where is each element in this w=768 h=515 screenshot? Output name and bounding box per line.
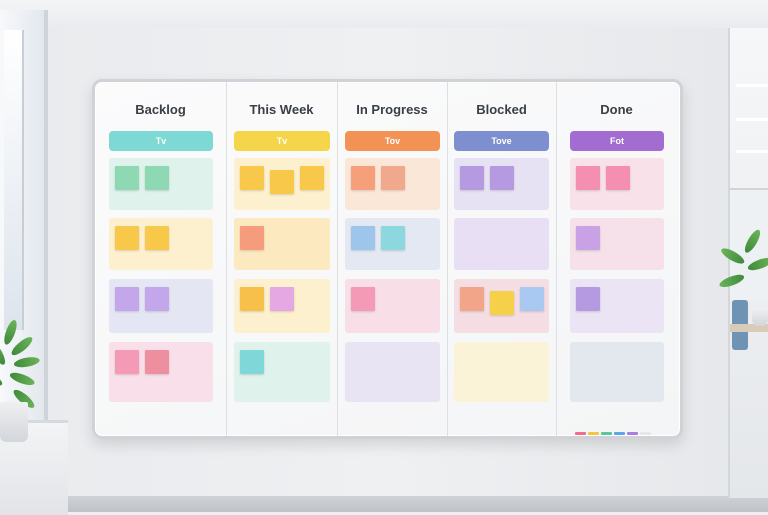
potted-plant-left: [0, 310, 60, 450]
plant-pot: [0, 402, 28, 442]
column-tag: Tv: [109, 131, 213, 151]
whiteboard-marker[interactable]: [627, 432, 638, 435]
whiteboard-marker[interactable]: [588, 432, 599, 435]
sticky-note[interactable]: [270, 170, 294, 194]
sticky-note[interactable]: [115, 350, 139, 374]
board-column: Done Fot: [556, 82, 677, 436]
kanban-whiteboard: Backlog Tv This Week Tv In Progress Tov Blocke…: [92, 79, 683, 439]
column-title: Done: [600, 102, 633, 117]
whiteboard-marker[interactable]: [601, 432, 612, 435]
sticky-note[interactable]: [351, 287, 375, 311]
sticky-note[interactable]: [460, 166, 484, 190]
column-tag: Tove: [454, 131, 549, 151]
column-divider: [556, 82, 557, 436]
column-divider: [226, 82, 227, 436]
column-title: Blocked: [476, 102, 527, 117]
column-tag: Tov: [345, 131, 440, 151]
board-column: Blocked Tove: [447, 82, 556, 436]
sticky-note[interactable]: [270, 287, 294, 311]
whiteboard-marker[interactable]: [575, 432, 586, 435]
swimlane-cell: [345, 342, 440, 402]
column-tag: Tv: [234, 131, 330, 151]
ceiling: [0, 0, 768, 29]
sticky-note[interactable]: [240, 287, 264, 311]
swimlane-cell: [454, 342, 549, 402]
sticky-note[interactable]: [576, 166, 600, 190]
sticky-note[interactable]: [351, 166, 375, 190]
sticky-note[interactable]: [115, 287, 139, 311]
board-column: Backlog Tv: [95, 82, 226, 436]
swimlane-cell: [570, 342, 664, 402]
ceiling-light: [736, 150, 768, 153]
sticky-note[interactable]: [460, 287, 484, 311]
sticky-note[interactable]: [240, 166, 264, 190]
sticky-note[interactable]: [300, 166, 324, 190]
whiteboard-marker[interactable]: [614, 432, 625, 435]
column-tag: Fot: [570, 131, 664, 151]
ceiling-light: [736, 84, 768, 87]
sticky-note[interactable]: [240, 350, 264, 374]
column-divider: [337, 82, 338, 436]
board-column: In Progress Tov: [337, 82, 447, 436]
potted-plant-right: [718, 227, 768, 328]
floor: [0, 496, 768, 512]
swimlane-cell: [454, 218, 549, 270]
ceiling-light: [736, 118, 768, 121]
sticky-note[interactable]: [381, 166, 405, 190]
sticky-note[interactable]: [490, 166, 514, 190]
board-column: This Week Tv: [226, 82, 337, 436]
sticky-note[interactable]: [240, 226, 264, 250]
sticky-note[interactable]: [145, 166, 169, 190]
sticky-note[interactable]: [576, 226, 600, 250]
marker-tray: [575, 432, 651, 436]
sticky-note[interactable]: [490, 291, 514, 315]
column-title: In Progress: [356, 102, 428, 117]
column-title: Backlog: [135, 102, 186, 117]
sticky-note[interactable]: [145, 226, 169, 250]
sticky-note[interactable]: [145, 287, 169, 311]
sticky-note[interactable]: [576, 287, 600, 311]
column-divider: [447, 82, 448, 436]
window-pane: [4, 30, 24, 330]
plant-pot: [752, 308, 768, 326]
sticky-note[interactable]: [145, 350, 169, 374]
sticky-note[interactable]: [606, 166, 630, 190]
column-title: This Week: [249, 102, 314, 117]
sticky-note[interactable]: [520, 287, 544, 311]
sticky-note[interactable]: [115, 166, 139, 190]
left-window: [0, 10, 48, 430]
office-desk: [730, 324, 768, 332]
whiteboard-marker[interactable]: [640, 432, 651, 435]
sticky-note[interactable]: [351, 226, 375, 250]
sticky-note[interactable]: [381, 226, 405, 250]
sticky-note[interactable]: [115, 226, 139, 250]
